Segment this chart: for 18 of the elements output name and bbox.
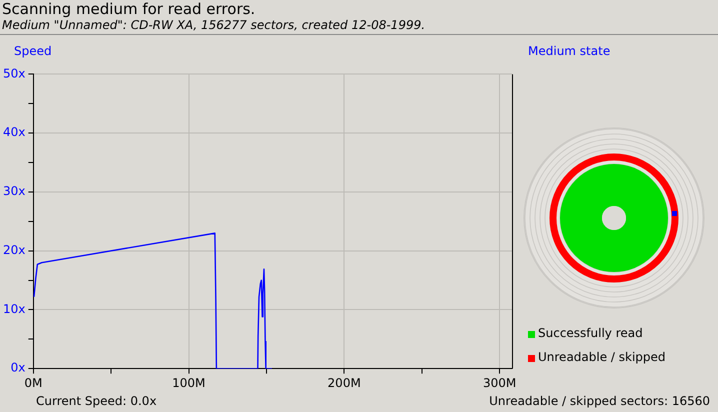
x-tick-label: 200M [328, 376, 361, 390]
y-tick-label: 0x [10, 360, 26, 375]
text: Unreadable / skipped sectors: 16560 [489, 394, 710, 408]
text: Successfully read [538, 326, 643, 340]
y-tick-label: 40x [2, 125, 26, 140]
chart-title: Scanning medium for read errors. [2, 0, 256, 18]
x-tick-label: 0M [24, 376, 42, 390]
chart-subtitle: Medium "Unnamed": CD-RW XA, 156277 sectors, created 12-08-1999. [2, 18, 426, 32]
y-tick-label: 20x [2, 242, 26, 257]
x-tick-label: 100M [172, 376, 206, 390]
y-axis-title: Speed [14, 44, 52, 58]
text: Current Speed: 0.0x [36, 394, 157, 408]
text: Medium state [528, 44, 610, 58]
text: Unreadable / skipped [538, 350, 666, 364]
y-tick-label: 50x [2, 66, 26, 80]
x-tick-label: 300M [482, 376, 516, 390]
y-tick-label: 10x [2, 302, 26, 316]
y-tick-label: 30x [2, 184, 26, 198]
